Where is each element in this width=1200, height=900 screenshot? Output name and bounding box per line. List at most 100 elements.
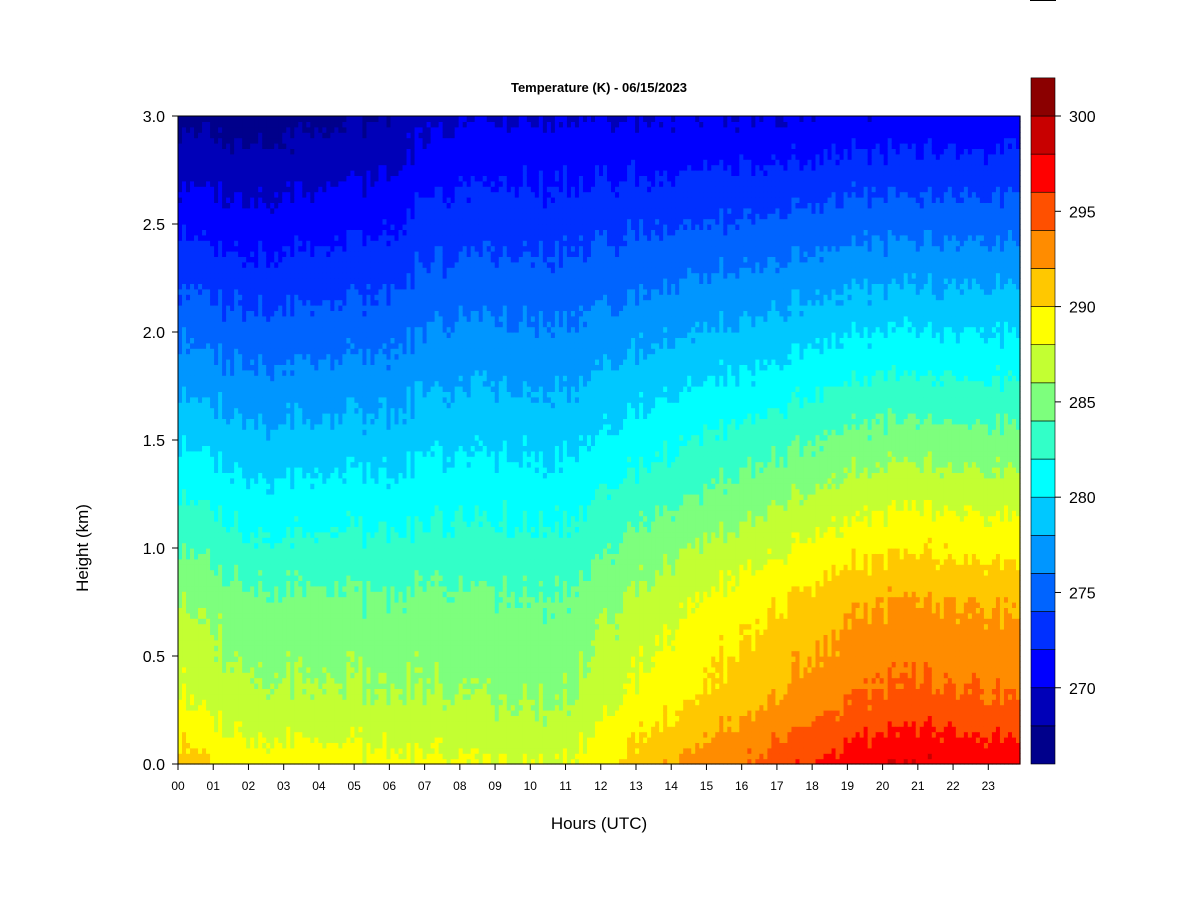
- heatmap-cell: [182, 618, 187, 624]
- heatmap-cell: [214, 370, 219, 376]
- heatmap-cell: [202, 543, 207, 549]
- heatmap-cell: [206, 591, 211, 597]
- heatmap-cell: [182, 424, 187, 430]
- heatmap-cell: [242, 640, 247, 646]
- heatmap-cell: [290, 381, 295, 387]
- heatmap-cell: [266, 526, 271, 532]
- heatmap-cell: [218, 143, 223, 149]
- heatmap-cell: [282, 273, 287, 279]
- heatmap-cell: [206, 127, 211, 133]
- heatmap-cell: [258, 229, 263, 235]
- heatmap-cell: [190, 224, 195, 230]
- heatmap-cell: [302, 132, 307, 138]
- heatmap-cell: [302, 607, 307, 613]
- heatmap-cell: [218, 732, 223, 738]
- heatmap-cell: [266, 478, 271, 484]
- heatmap-cell: [210, 186, 215, 192]
- heatmap-cell: [214, 138, 219, 144]
- heatmap-cell: [286, 640, 291, 646]
- heatmap-cell: [302, 289, 307, 295]
- heatmap-cell: [214, 710, 219, 716]
- heatmap-cell: [194, 391, 199, 397]
- heatmap-cell: [238, 629, 243, 635]
- heatmap-cell: [266, 435, 271, 441]
- heatmap-cell: [310, 678, 315, 684]
- heatmap-cell: [246, 375, 251, 381]
- heatmap-cell: [290, 699, 295, 705]
- heatmap-cell: [290, 375, 295, 381]
- heatmap-cell: [226, 121, 231, 127]
- heatmap-cell: [270, 175, 275, 181]
- heatmap-cell: [238, 478, 243, 484]
- heatmap-cell: [242, 273, 247, 279]
- heatmap-cell: [222, 240, 227, 246]
- heatmap-cell: [254, 721, 259, 727]
- heatmap-cell: [198, 370, 203, 376]
- heatmap-cell: [302, 537, 307, 543]
- heatmap-cell: [282, 332, 287, 338]
- heatmap-cell: [198, 645, 203, 651]
- heatmap-cell: [234, 418, 239, 424]
- heatmap-cell: [314, 575, 319, 581]
- heatmap-cell: [298, 310, 303, 316]
- heatmap-cell: [258, 526, 263, 532]
- heatmap-cell: [206, 489, 211, 495]
- heatmap-cell: [250, 294, 255, 300]
- heatmap-cell: [250, 640, 255, 646]
- heatmap-cell: [218, 667, 223, 673]
- heatmap-cell: [306, 640, 311, 646]
- heatmap-cell: [210, 121, 215, 127]
- heatmap-cell: [226, 305, 231, 311]
- heatmap-cell: [270, 278, 275, 284]
- heatmap-cell: [294, 564, 299, 570]
- heatmap-cell: [278, 510, 283, 516]
- heatmap-cell: [278, 553, 283, 559]
- heatmap-cell: [274, 580, 279, 586]
- heatmap-cell: [186, 532, 191, 538]
- heatmap-cell: [190, 602, 195, 608]
- heatmap-cell: [178, 705, 183, 711]
- heatmap-cell: [222, 143, 227, 149]
- heatmap-cell: [298, 116, 303, 122]
- heatmap-cell: [226, 683, 231, 689]
- heatmap-cell: [310, 499, 315, 505]
- heatmap-cell: [306, 256, 311, 262]
- heatmap-cell: [310, 597, 315, 603]
- heatmap-cell: [246, 694, 251, 700]
- heatmap-cell: [190, 494, 195, 500]
- heatmap-cell: [226, 300, 231, 306]
- heatmap-cell: [306, 634, 311, 640]
- heatmap-cell: [298, 602, 303, 608]
- heatmap-cell: [250, 537, 255, 543]
- heatmap-cell: [226, 748, 231, 754]
- heatmap-cell: [282, 629, 287, 635]
- heatmap-cell: [202, 575, 207, 581]
- heatmap-cell: [218, 370, 223, 376]
- heatmap-cell: [254, 381, 259, 387]
- heatmap-cell: [190, 591, 195, 597]
- heatmap-cell: [226, 219, 231, 225]
- heatmap-cell: [274, 267, 279, 273]
- heatmap-cell: [238, 667, 243, 673]
- heatmap-cell: [218, 661, 223, 667]
- heatmap-cell: [266, 429, 271, 435]
- heatmap-cell: [234, 667, 239, 673]
- heatmap-cell: [306, 607, 311, 613]
- heatmap-cell: [218, 489, 223, 495]
- heatmap-cell: [214, 397, 219, 403]
- heatmap-cell: [210, 310, 215, 316]
- heatmap-cell: [250, 381, 255, 387]
- heatmap-cell: [306, 143, 311, 149]
- heatmap-cell: [282, 705, 287, 711]
- heatmap-cell: [302, 732, 307, 738]
- heatmap-cell: [194, 154, 199, 160]
- heatmap-cell: [198, 505, 203, 511]
- heatmap-cell: [306, 667, 311, 673]
- heatmap-cell: [186, 732, 191, 738]
- heatmap-cell: [238, 521, 243, 527]
- heatmap-cell: [250, 148, 255, 154]
- heatmap-cell: [222, 165, 227, 171]
- heatmap-cell: [282, 618, 287, 624]
- heatmap-cell: [258, 618, 263, 624]
- heatmap-cell: [230, 489, 235, 495]
